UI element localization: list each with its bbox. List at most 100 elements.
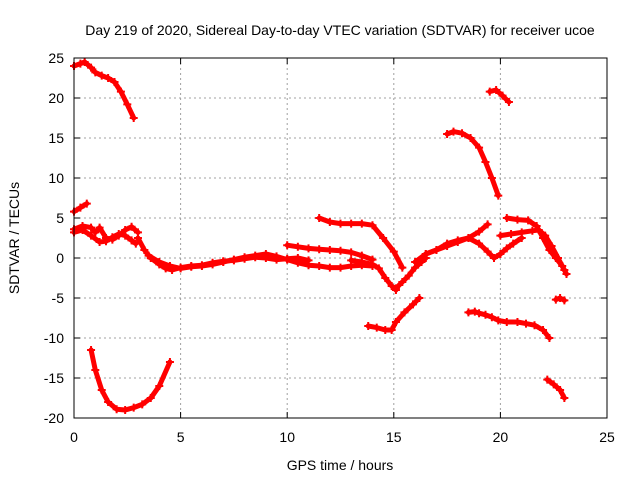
data-point: [556, 386, 565, 394]
data-point: [481, 310, 490, 319]
data-point: [104, 74, 113, 82]
data-point: [176, 264, 185, 273]
data-point: [549, 380, 558, 389]
series-arc-20: [543, 375, 569, 402]
data-point: [558, 262, 567, 270]
data-point: [475, 309, 484, 318]
data-point: [387, 326, 396, 334]
data-point: [475, 143, 484, 152]
data-point: [443, 239, 452, 248]
data-point: [400, 308, 409, 317]
x-axis-label: GPS time / hours: [287, 457, 394, 473]
data-point: [492, 86, 501, 94]
data-point: [144, 251, 153, 260]
x-tick-label: 25: [599, 429, 615, 445]
data-point: [127, 222, 136, 231]
data-point: [481, 158, 490, 166]
data-point: [487, 313, 496, 322]
data-point: [391, 284, 400, 293]
data-point: [496, 231, 505, 240]
data-point: [229, 255, 238, 264]
data-point: [283, 255, 292, 264]
series-arc-13: [421, 234, 526, 262]
series-arc-6: [144, 250, 377, 273]
data-point: [464, 234, 473, 242]
y-tick-label: 25: [48, 50, 64, 66]
data-point: [449, 127, 458, 136]
y-tick-label: 10: [48, 170, 64, 186]
data-point: [315, 214, 324, 222]
y-tick-label: -5: [52, 290, 65, 306]
data-point: [91, 68, 100, 77]
data-point: [336, 263, 345, 272]
series-arc-15: [485, 86, 513, 106]
data-point: [87, 63, 96, 72]
data-point: [517, 228, 526, 237]
data-point: [545, 334, 554, 342]
data-point: [140, 246, 149, 254]
data-point: [155, 258, 164, 266]
data-point: [165, 358, 174, 366]
series-line: [146, 251, 375, 271]
data-point: [101, 237, 110, 246]
series-arc-21: [87, 346, 174, 414]
data-point: [453, 236, 462, 245]
series-line: [71, 227, 139, 247]
data-point: [551, 295, 560, 304]
y-tick-label: -20: [44, 410, 64, 426]
data-point: [391, 318, 400, 326]
data-point: [387, 282, 396, 290]
data-point: [108, 233, 117, 242]
data-point: [560, 394, 569, 402]
series-arc-16: [464, 307, 554, 342]
data-point: [121, 406, 130, 414]
data-point: [487, 174, 496, 182]
plot-area-frame: [73, 57, 608, 419]
data-point: [507, 230, 516, 238]
data-point: [432, 246, 441, 254]
data-point: [87, 231, 96, 240]
data-point: [336, 219, 345, 228]
data-point: [421, 250, 430, 258]
data-point: [123, 100, 132, 109]
data-point: [304, 261, 313, 270]
y-axis-label: SDTVAR / TECUs: [6, 182, 22, 294]
data-point: [398, 278, 407, 286]
data-point: [87, 223, 96, 232]
data-point: [556, 294, 565, 302]
data-point: [389, 247, 398, 256]
data-point: [551, 254, 560, 262]
data-point: [155, 382, 164, 390]
data-point: [368, 260, 377, 269]
data-point: [524, 216, 533, 225]
x-tick-label: 10: [279, 429, 295, 445]
data-point: [127, 236, 136, 245]
data-point: [325, 263, 334, 272]
x-tick-label: 5: [177, 429, 185, 445]
data-point: [357, 258, 366, 266]
data-point: [381, 274, 390, 282]
data-point: [272, 252, 281, 261]
data-point: [187, 262, 196, 271]
data-point: [494, 191, 503, 200]
data-point: [562, 270, 571, 278]
data-point: [545, 246, 554, 254]
data-point: [502, 244, 511, 253]
data-point: [485, 87, 494, 96]
data-point: [87, 346, 96, 354]
data-point: [78, 226, 87, 234]
data-point: [80, 58, 89, 66]
data-point: [347, 248, 356, 257]
data-point: [129, 114, 138, 122]
data-point: [293, 258, 302, 267]
data-point: [404, 271, 413, 280]
series-arc-4: [70, 226, 140, 248]
y-tick-label: -15: [44, 370, 64, 386]
data-point: [219, 258, 228, 266]
data-point: [560, 296, 569, 305]
data-point: [208, 260, 217, 269]
data-point: [490, 254, 499, 262]
data-point: [483, 220, 492, 229]
chart-title: Day 219 of 2020, Sidereal Day-to-day VTE…: [85, 22, 595, 38]
